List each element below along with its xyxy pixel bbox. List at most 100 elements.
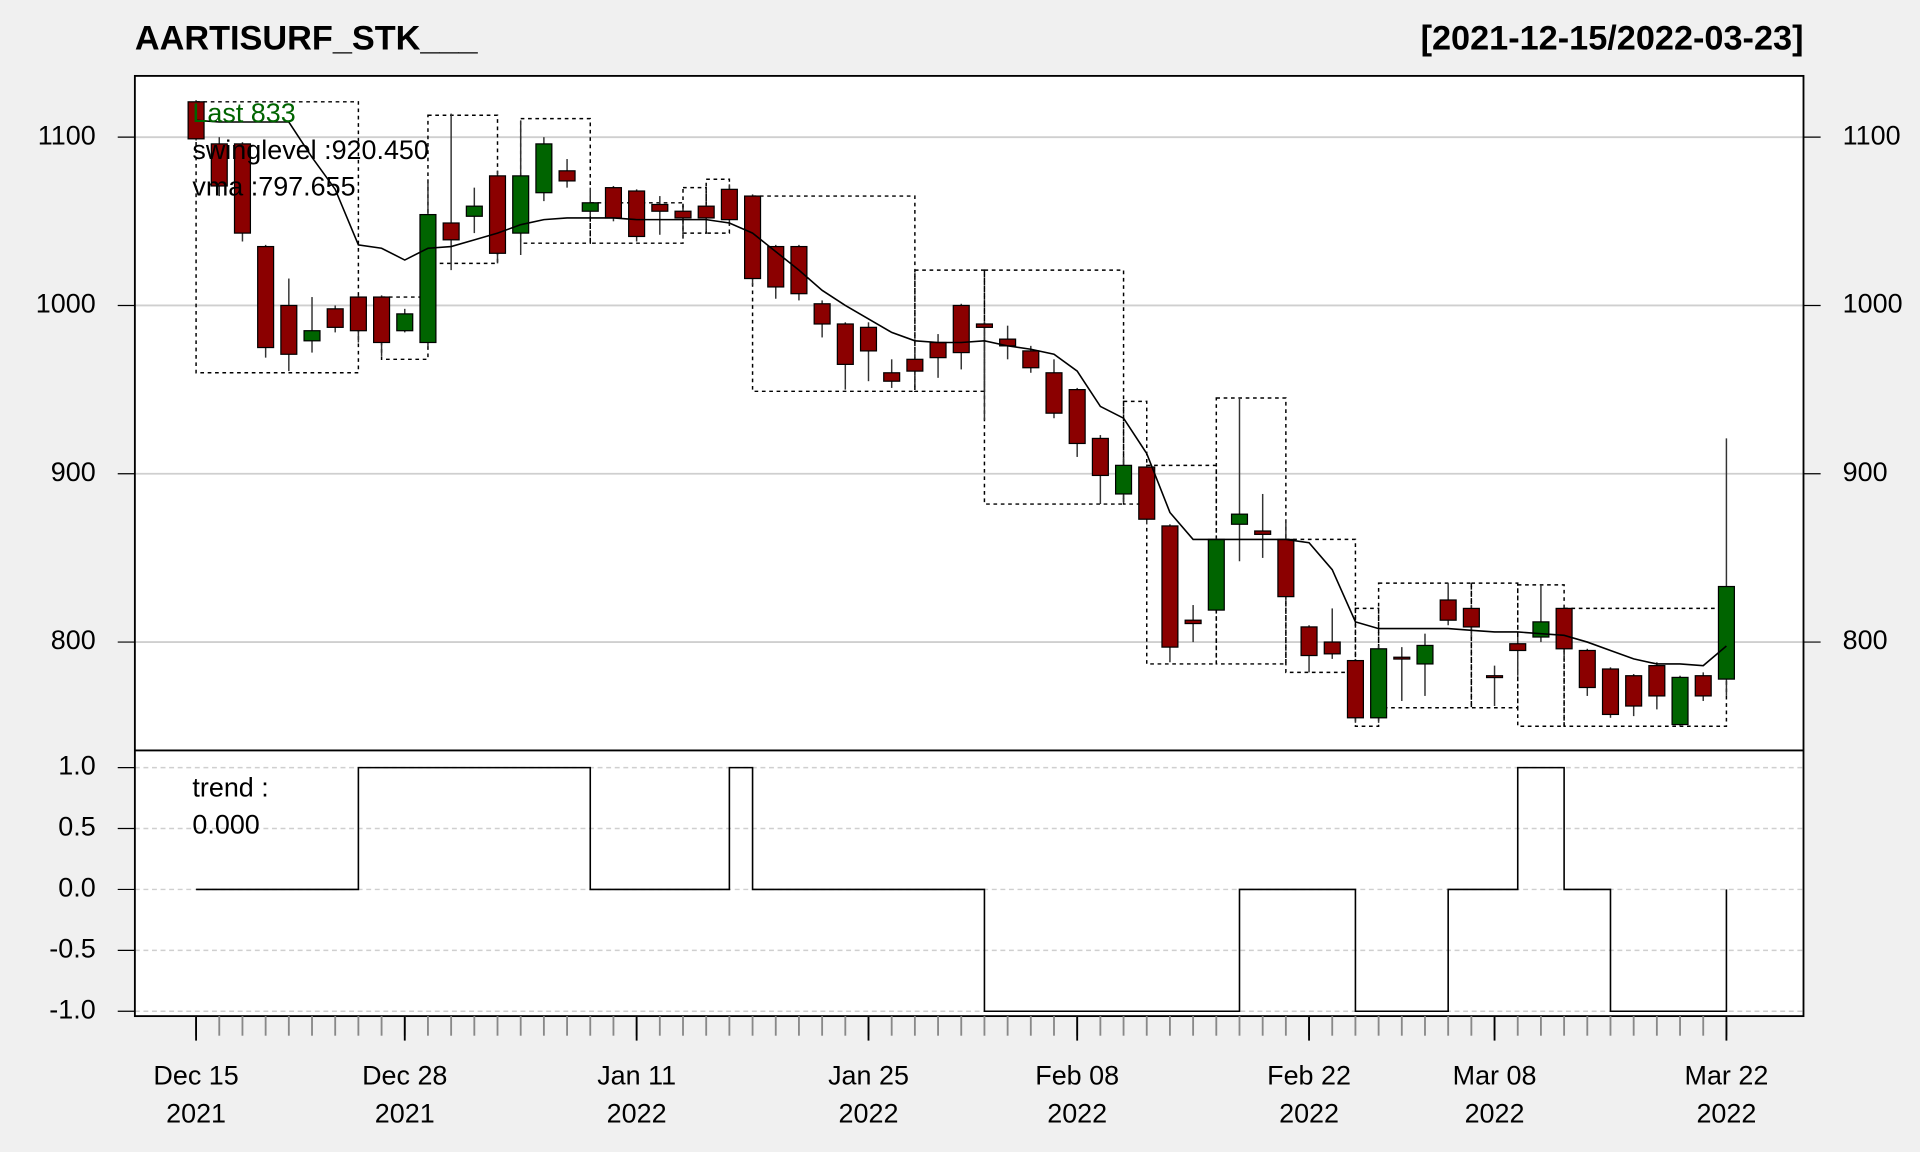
x-tick-label: 2022 [607,1098,667,1128]
y-tick-label: 800 [51,625,96,655]
candle-body [1230,513,1249,525]
y-tick-label: 900 [51,457,96,487]
candle-body [280,304,298,355]
candle-body [906,358,924,372]
candle-body [1694,675,1712,697]
x-tick-label: Jan 25 [828,1060,909,1090]
y-tick-label: 1000 [36,289,96,319]
vma-label: vma :797.655 [192,172,355,202]
candle-body [1555,607,1573,650]
candle-body [975,323,994,328]
x-tick-label: Feb 08 [1035,1060,1119,1090]
candle-body [1462,607,1480,628]
candle-body [1346,659,1364,719]
candle-body [1671,676,1689,726]
candle-body [1277,538,1295,598]
x-tick-label: Dec 28 [362,1060,447,1090]
candle-body [767,245,785,288]
swing-box [1146,464,1218,665]
trend-value-label: 0.000 [192,809,259,839]
candle-body [1300,626,1318,657]
y-tick-label: 1.0 [58,751,95,781]
candle-body [674,210,692,219]
swing-box [1470,582,1519,709]
candle-body [883,372,901,382]
candle-body [326,308,344,328]
candle-body [488,175,507,254]
date-range: [2021-12-15/2022-03-23] [1421,19,1804,57]
x-tick-label: Dec 15 [153,1060,238,1090]
candle-body [1601,668,1620,716]
x-tick-label: Jan 11 [597,1060,676,1090]
chart-title: AARTISURF_STK___ [135,19,479,57]
candle-body [1161,525,1179,648]
x-tick-label: 2022 [1279,1098,1339,1128]
x-tick-label: 2022 [1047,1098,1107,1128]
candle-body [1091,437,1109,477]
y-tick-label: 0.5 [58,812,95,842]
candle-body [1648,665,1666,697]
candle-body [651,203,669,212]
candle-body [349,296,367,332]
candle-body [1184,619,1202,625]
candle-body [1138,466,1156,520]
candle-body [929,341,947,359]
x-tick-label: Mar 08 [1453,1060,1537,1090]
swing-box [1285,538,1357,674]
x-tick-label: Mar 22 [1685,1060,1769,1090]
swing-box [751,195,916,393]
candle-body [604,187,623,219]
candle-body [1625,675,1643,707]
candle-body [210,143,228,187]
candle-body [465,205,483,217]
candle-body [720,188,738,221]
y-tick-label-right: 800 [1843,625,1888,655]
candle-body [419,213,437,344]
candle-body [1416,644,1434,665]
candle-body [233,143,252,234]
candle-body [697,205,715,219]
vma-line [196,119,1727,667]
y-tick-label-right: 1100 [1843,120,1901,150]
candle-body [952,304,970,354]
candle-body [813,303,831,325]
candle-body [1254,530,1272,535]
trend-label: trend : [192,773,268,803]
x-tick-label: 2022 [1465,1098,1525,1128]
candle-body [1022,350,1040,369]
candle-body [373,296,391,344]
candle-body [558,170,576,182]
y-tick-label-right: 900 [1843,457,1888,487]
x-tick-label: 2022 [839,1098,899,1128]
last-label: Last 833 [192,98,295,128]
candle-body [1114,464,1133,495]
candle-body [1370,648,1388,719]
x-tick-label: 2022 [1696,1098,1756,1128]
swing-box [1215,397,1287,665]
x-tick-label: Feb 22 [1267,1060,1351,1090]
y-tick-label-right: 1000 [1843,289,1903,319]
candle-body [1207,538,1225,611]
candle-body [535,143,553,194]
y-tick-label: 0.0 [58,873,95,903]
candle-body [859,326,878,352]
plot-background [134,75,1804,1017]
candle-body [1393,656,1411,660]
plot-frame [133,74,1805,1018]
candle-body [1045,372,1063,414]
candle-body [1717,585,1735,680]
y-tick-label: -0.5 [49,933,95,963]
swing-box [983,269,1125,505]
x-tick-label: 2021 [375,1098,435,1128]
candle-body [442,222,460,241]
candle-body [1485,675,1504,679]
marks [187,100,1735,1013]
trend-line [196,766,1728,1013]
swing-box [195,101,360,374]
candle-body [303,330,321,342]
candle-body [836,323,854,365]
candle-body [581,202,599,212]
candle-body [1439,599,1457,621]
candle-body [1068,389,1086,445]
